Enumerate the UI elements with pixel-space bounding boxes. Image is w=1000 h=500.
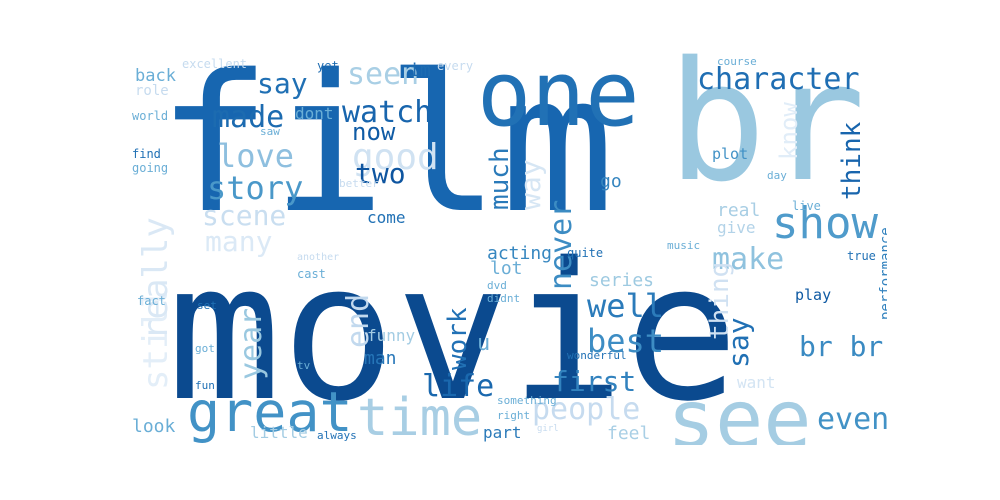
word-come: come — [367, 208, 406, 227]
word-didnt: didnt — [487, 292, 521, 305]
word-part: part — [483, 423, 522, 442]
word-first: say — [722, 317, 755, 368]
word-fun: fun — [195, 379, 215, 392]
word-right: right — [497, 409, 531, 422]
word-really: really — [136, 217, 176, 340]
word-set: set — [197, 299, 217, 312]
word-cloud: movie film br one see great time show ch… — [127, 50, 887, 445]
word-watch: watch — [342, 95, 433, 130]
word-best: best — [587, 322, 665, 360]
word-tv: tv — [297, 359, 311, 372]
word-better: better — [339, 177, 379, 190]
word-made: made — [212, 100, 285, 135]
word-dont: dont — [295, 104, 334, 123]
word-cast: cast — [297, 267, 326, 281]
word-feel: feel — [607, 423, 651, 444]
word-performance: performance — [878, 227, 887, 320]
word-live: live — [792, 199, 821, 213]
word-never: much — [485, 147, 515, 210]
word-much: think — [837, 121, 867, 200]
word-two: two — [355, 157, 406, 190]
word-well: well — [587, 287, 665, 325]
word-music: music — [667, 239, 701, 252]
word-day: day — [767, 169, 787, 182]
word-quite: quite — [567, 246, 604, 260]
word-year: year — [234, 307, 269, 380]
word-lot: lot — [490, 258, 523, 279]
word-saw: saw — [260, 125, 280, 138]
word-series: series — [589, 270, 655, 291]
word-wonderful: wonderful — [567, 349, 627, 362]
word-character: character — [697, 62, 860, 97]
word-people: people — [532, 392, 641, 427]
word-excellent: excellent — [182, 57, 248, 71]
word-world: world — [132, 109, 169, 123]
word-br: br — [667, 50, 866, 218]
word-show: show — [772, 198, 878, 249]
word-true: true — [847, 249, 876, 263]
word-even: even — [817, 402, 887, 437]
word-work: work — [443, 307, 473, 370]
word-see: see — [667, 373, 812, 446]
word-film: film — [157, 50, 615, 255]
word-way: seen — [347, 57, 420, 92]
word-great: great — [187, 380, 353, 444]
word-play: play — [795, 286, 832, 304]
word-yet: yet — [317, 59, 339, 73]
word-movie: movie — [167, 222, 739, 443]
word-one: one — [477, 50, 640, 147]
word-life: life — [422, 369, 495, 404]
word-funny: funny — [367, 326, 416, 345]
word-give: give — [717, 218, 756, 237]
word-want: want — [737, 373, 776, 392]
word-fact: fact — [137, 294, 166, 308]
word-now: say — [257, 67, 308, 100]
word-say: first — [552, 365, 637, 398]
word-another: another — [297, 252, 340, 263]
word-acting: acting — [487, 243, 553, 264]
word-look: look — [132, 416, 176, 437]
word-find: find — [132, 147, 161, 161]
word-course: course — [717, 55, 757, 68]
word-u: u — [477, 331, 491, 356]
word-something: something — [497, 394, 557, 407]
word-man: man — [364, 348, 397, 369]
word-back: back — [135, 66, 176, 86]
word-make: make — [712, 242, 785, 277]
word-story: story — [207, 169, 304, 207]
word-br-br: br br — [799, 330, 884, 363]
word-love: love — [217, 137, 295, 175]
word-time: time — [357, 388, 483, 445]
word-going: going — [132, 161, 169, 175]
word-new: girl — [537, 424, 559, 434]
word-im: im — [409, 60, 431, 81]
word-good: good — [352, 137, 439, 178]
word-think: way — [514, 159, 547, 210]
word-got: got — [195, 342, 215, 355]
word-little: little — [250, 423, 308, 442]
word-seen: now — [352, 118, 396, 146]
word-always: always — [317, 429, 357, 442]
word-dvd: dvd — [487, 279, 507, 292]
word-real: real — [717, 200, 761, 221]
word-every: every — [437, 59, 474, 73]
word-go: go — [600, 171, 622, 192]
word-scene: scene — [202, 199, 287, 232]
word-role: role — [135, 83, 169, 99]
word-plot: plot — [712, 145, 749, 163]
word-many: many — [205, 225, 273, 258]
word-know: know — [775, 102, 803, 160]
